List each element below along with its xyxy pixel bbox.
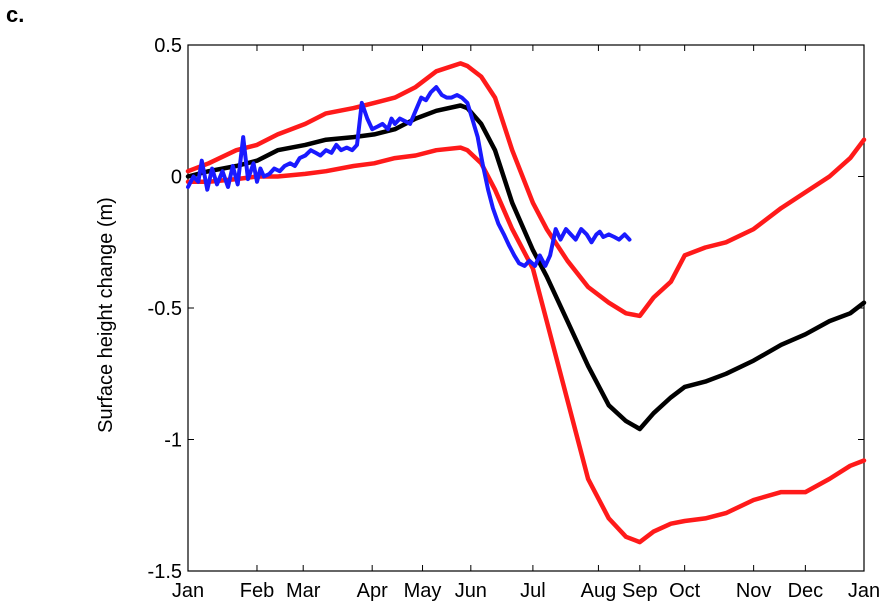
x-tick-label: Jun xyxy=(455,580,487,602)
y-tick-label: -0.5 xyxy=(148,298,182,320)
x-tick-label: Sep xyxy=(622,580,658,602)
series-line-mean xyxy=(185,103,867,432)
x-tick-label: Oct xyxy=(669,580,701,602)
x-tick-label: Aug xyxy=(581,580,617,602)
y-tick-label: 0.5 xyxy=(154,35,182,57)
panel-label: c. xyxy=(6,2,25,27)
y-tick-label: 0 xyxy=(171,167,182,189)
series-line-lower-bound xyxy=(185,145,867,545)
x-tick-label: Jul xyxy=(520,580,546,602)
plot-frame xyxy=(187,44,865,572)
x-tick-label: Jan xyxy=(848,580,880,602)
x-tick-label: Mar xyxy=(286,580,321,602)
series-line-observed xyxy=(186,85,632,268)
series-group xyxy=(185,61,867,545)
y-tick-label: -1 xyxy=(164,430,182,452)
x-tick-label: May xyxy=(404,580,442,602)
y-axis: 0.5 0 -0.5 -1 -1.5 xyxy=(148,35,864,583)
x-tick-label: Dec xyxy=(788,580,824,602)
x-tick-label: Nov xyxy=(736,580,772,602)
y-axis-label: Surface height change (m) xyxy=(95,197,117,433)
x-axis: Jan Feb Mar Apr May Jun Jul Aug Sep Oct Nov Dec Jan xyxy=(172,45,880,602)
series-line-upper-bound xyxy=(185,61,867,319)
x-tick-label: Jan xyxy=(172,580,204,602)
x-tick-label: Feb xyxy=(240,580,274,602)
y-tick-label: -1.5 xyxy=(148,561,182,583)
x-tick-label: Apr xyxy=(357,580,388,602)
